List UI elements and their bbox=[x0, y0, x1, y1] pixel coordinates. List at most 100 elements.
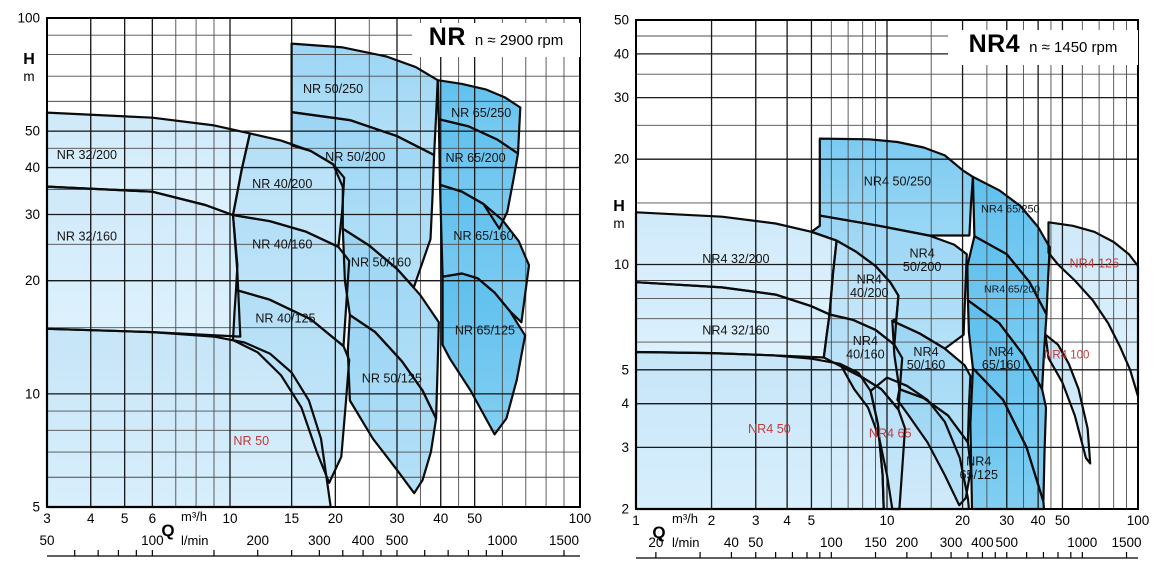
y-tick-label: 40 bbox=[614, 46, 629, 61]
region-label-nr-50-250: NR 50/250 bbox=[303, 82, 363, 96]
chart-series-name: NR bbox=[428, 23, 466, 51]
chart-speed-note: n ≈ 1450 rpm bbox=[1029, 39, 1118, 56]
chart-series-name: NR4 bbox=[968, 30, 1021, 58]
x-tick-label-m3h: 30 bbox=[999, 513, 1014, 528]
x-tick-label-m3h: 100 bbox=[1127, 513, 1150, 528]
x-tick-label-lmin: 40 bbox=[724, 535, 739, 550]
flow-ruler bbox=[47, 550, 580, 557]
flow-ruler bbox=[636, 552, 1138, 559]
x-tick-label-lmin: 200 bbox=[246, 533, 269, 548]
y-tick-label: 10 bbox=[614, 257, 629, 272]
x-tick-label-lmin: 400 bbox=[352, 533, 375, 548]
region-fill-nr-65-160 bbox=[440, 184, 529, 323]
chart-speed-note: n ≈ 2900 rpm bbox=[474, 32, 564, 49]
region-label-nr4-32-200: NR4 32/200 bbox=[702, 252, 769, 266]
plot-frame bbox=[46, 17, 581, 508]
y-tick-label: 20 bbox=[614, 152, 629, 167]
region-fill-nr4-50 bbox=[636, 352, 884, 509]
region-fill-nr-50-250 bbox=[291, 43, 438, 155]
region-label-nr4-125: NR4 125 bbox=[1069, 256, 1119, 270]
region-fill-nr-40-200 bbox=[233, 133, 345, 247]
x-tick-label-lmin: 100 bbox=[141, 533, 164, 548]
region-fill-nr4-40-125 bbox=[841, 366, 905, 509]
x-tick-label-lmin: 1000 bbox=[1067, 535, 1097, 550]
region-outlines bbox=[634, 137, 1140, 511]
region-outline-nr4-50-200 bbox=[810, 214, 968, 350]
region-label-nr4-32-160: NR4 32/160 bbox=[702, 323, 769, 337]
x-axis-label: Q bbox=[652, 523, 665, 542]
y-tick-label: 10 bbox=[25, 386, 40, 401]
region-label-nr-40-160: NR 40/160 bbox=[252, 238, 312, 252]
x-tick-label-lmin: 150 bbox=[864, 535, 887, 550]
x-tick-label-lmin: 50 bbox=[39, 533, 54, 548]
region-label-nr4-50: NR4 50 bbox=[748, 422, 791, 436]
region-label-nr-50-125: NR 50/125 bbox=[362, 372, 422, 386]
region-fill-nr4-65-250 bbox=[972, 176, 1050, 315]
region-fill-nr-50 bbox=[47, 328, 331, 507]
region-label-nr4-40-160: NR4 40/160 bbox=[846, 334, 885, 361]
region-fill-nr-50-125 bbox=[347, 315, 437, 494]
region-label-nr-65-160: NR 65/160 bbox=[453, 229, 513, 243]
y-axis-unit: m bbox=[613, 216, 624, 231]
y-tick-label: 50 bbox=[25, 124, 40, 139]
y-tick-label: 50 bbox=[614, 13, 629, 28]
region-label-nr-50-200: NR 50/200 bbox=[325, 150, 385, 164]
region-label-nr-50: NR 50 bbox=[233, 434, 269, 448]
region-label-nr-32-200: NR 32/200 bbox=[57, 148, 117, 162]
x-tick-label-lmin: 300 bbox=[308, 533, 331, 548]
region-fill-nr-32-160 bbox=[47, 186, 241, 337]
x-tick-label-m3h: 6 bbox=[149, 511, 157, 526]
x-tick-label-m3h: 40 bbox=[1031, 513, 1046, 528]
x-tick-label-m3h: 20 bbox=[328, 511, 343, 526]
region-label-nr-40-200: NR 40/200 bbox=[252, 177, 312, 191]
region-outlines bbox=[45, 42, 531, 509]
region-fill-nr4-32-160 bbox=[636, 282, 830, 358]
x-tick-label-lmin: 1500 bbox=[1111, 535, 1141, 550]
x-tick-label-lmin: 300 bbox=[940, 535, 963, 550]
x-tick-label-m3h: 3 bbox=[43, 511, 51, 526]
x-tick-label-m3h: 100 bbox=[569, 511, 592, 526]
region-labels: NR 50 NR 32/160 NR 32/200 NR 40/125 NR 40/16… bbox=[57, 82, 515, 448]
region-label-nr4-65-160: NR4 65/160 bbox=[982, 345, 1021, 372]
x-tick-label-lmin: 50 bbox=[748, 535, 763, 550]
x-tick-label-m3h: 10 bbox=[222, 511, 237, 526]
y-tick-label: 2 bbox=[621, 502, 629, 517]
region-label-nr4-50-200: NR4 50/200 bbox=[903, 247, 942, 274]
region-label-nr4-65-250: NR4 65/250 bbox=[981, 203, 1040, 215]
region-fill-nr4-50-200 bbox=[811, 215, 967, 349]
x-tick-label-lmin: 1000 bbox=[487, 533, 517, 548]
axes: 5 10 20 30 40 50 100 3 4 5 6 10 15 20 30 40 50 100 50 100 20… bbox=[17, 11, 591, 549]
x-tick-label-m3h: 2 bbox=[708, 513, 716, 528]
region-outline-nr-50-125 bbox=[346, 314, 438, 495]
region-fill-nr-50-160 bbox=[342, 228, 439, 419]
x-axis-label: Q bbox=[161, 521, 174, 540]
x-tick-label-m3h: 50 bbox=[1055, 513, 1070, 528]
x-tick-label-m3h: 15 bbox=[284, 511, 299, 526]
y-tick-label: 5 bbox=[32, 500, 40, 515]
y-tick-label: 40 bbox=[25, 160, 40, 175]
y-tick-label: 5 bbox=[621, 362, 629, 377]
x-axis-unit-secondary: l/min bbox=[181, 533, 208, 548]
region-label-nr4-65: NR4 65 bbox=[869, 426, 912, 440]
region-label-nr4-100: NR4 100 bbox=[1044, 349, 1089, 361]
x-tick-label-lmin: 20 bbox=[648, 535, 663, 550]
x-tick-label-m3h: 50 bbox=[467, 511, 482, 526]
y-tick-label: 100 bbox=[17, 11, 40, 26]
x-tick-label-m3h: 3 bbox=[752, 513, 760, 528]
region-fill-nr4-32-200 bbox=[636, 212, 837, 315]
region-fill-nr4-125 bbox=[1048, 222, 1138, 397]
chart-nr: NR 50 NR 32/160 NR 32/200 NR 40/125 NR 40/16… bbox=[17, 11, 591, 557]
region-label-nr-65-250: NR 65/250 bbox=[451, 106, 511, 120]
y-axis-label: H bbox=[23, 51, 35, 68]
region-outline-nr4-65-160 bbox=[966, 299, 1048, 503]
x-tick-label-lmin: 200 bbox=[896, 535, 919, 550]
chart-title-nr: NR n ≈ 2900 rpm bbox=[412, 23, 580, 57]
chart-nr4: NR4 50 NR4 65 NR4 125 NR4 100 NR4 32/160 NR4 … bbox=[613, 13, 1149, 559]
x-axis-unit-secondary: l/min bbox=[672, 535, 699, 550]
y-axis-label: H bbox=[613, 198, 625, 215]
y-tick-label: 20 bbox=[25, 273, 40, 288]
region-outline-nr-65-125 bbox=[441, 272, 527, 436]
x-axis-unit-primary: m³/h bbox=[181, 509, 207, 524]
